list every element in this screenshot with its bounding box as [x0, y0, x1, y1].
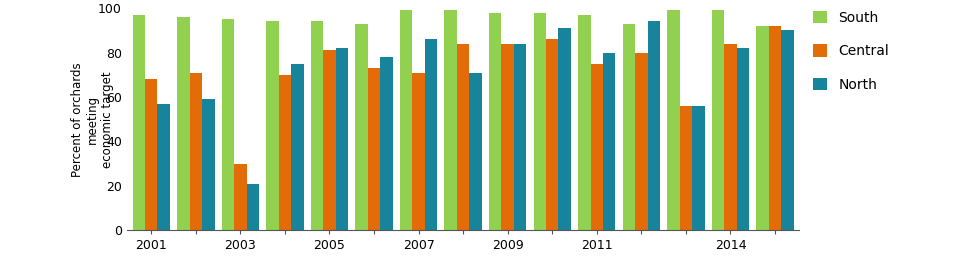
Bar: [514, 44, 526, 230]
Bar: [692, 106, 705, 230]
Legend: South, Central, North: South, Central, North: [813, 11, 889, 92]
Bar: [489, 12, 501, 230]
Bar: [266, 21, 279, 230]
Bar: [221, 19, 234, 230]
Y-axis label: Percent of orchards
meeting
economic target: Percent of orchards meeting economic tar…: [71, 62, 114, 176]
Bar: [279, 75, 292, 230]
Bar: [380, 57, 393, 230]
Bar: [425, 39, 437, 230]
Bar: [623, 24, 635, 230]
Bar: [177, 17, 189, 230]
Bar: [311, 21, 324, 230]
Bar: [400, 10, 412, 230]
Bar: [680, 106, 692, 230]
Bar: [591, 64, 603, 230]
Bar: [412, 73, 425, 230]
Bar: [559, 28, 571, 230]
Bar: [335, 48, 348, 230]
Bar: [292, 64, 303, 230]
Bar: [603, 53, 615, 230]
Bar: [546, 39, 559, 230]
Bar: [635, 53, 647, 230]
Bar: [145, 79, 158, 230]
Bar: [158, 104, 170, 230]
Bar: [189, 73, 202, 230]
Bar: [724, 44, 737, 230]
Bar: [469, 73, 482, 230]
Bar: [234, 164, 247, 230]
Bar: [457, 44, 469, 230]
Bar: [712, 10, 724, 230]
Bar: [368, 68, 380, 230]
Bar: [647, 21, 660, 230]
Bar: [737, 48, 749, 230]
Bar: [501, 44, 514, 230]
Bar: [133, 15, 145, 230]
Bar: [324, 50, 335, 230]
Bar: [355, 24, 368, 230]
Bar: [768, 26, 781, 230]
Bar: [533, 12, 546, 230]
Bar: [202, 99, 214, 230]
Bar: [757, 26, 768, 230]
Bar: [445, 10, 457, 230]
Bar: [578, 15, 591, 230]
Bar: [247, 184, 259, 230]
Bar: [781, 30, 794, 230]
Bar: [667, 10, 680, 230]
